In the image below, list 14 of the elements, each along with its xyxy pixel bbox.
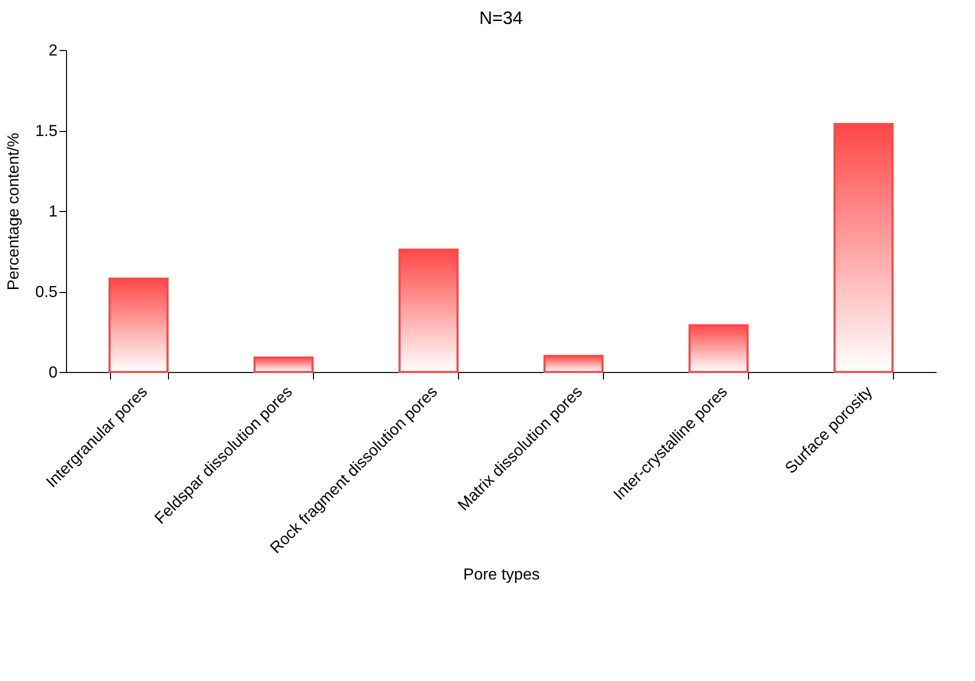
bar [688, 324, 748, 373]
bar [254, 356, 314, 373]
x-axis-title: Pore types [463, 566, 540, 584]
y-tick-label: 1.5 [35, 123, 58, 140]
y-tick-label: 0.5 [35, 284, 58, 301]
bar [834, 123, 894, 373]
y-tick-label: 0 [48, 364, 58, 382]
y-tick-label: 1 [48, 204, 58, 220]
y-tick-label: 2 [48, 42, 58, 60]
bar [108, 278, 168, 373]
chart-title: N=34 [479, 8, 523, 28]
y-axis-title: Percentage content/% [5, 132, 22, 290]
bar [398, 248, 458, 373]
bar [544, 354, 604, 373]
